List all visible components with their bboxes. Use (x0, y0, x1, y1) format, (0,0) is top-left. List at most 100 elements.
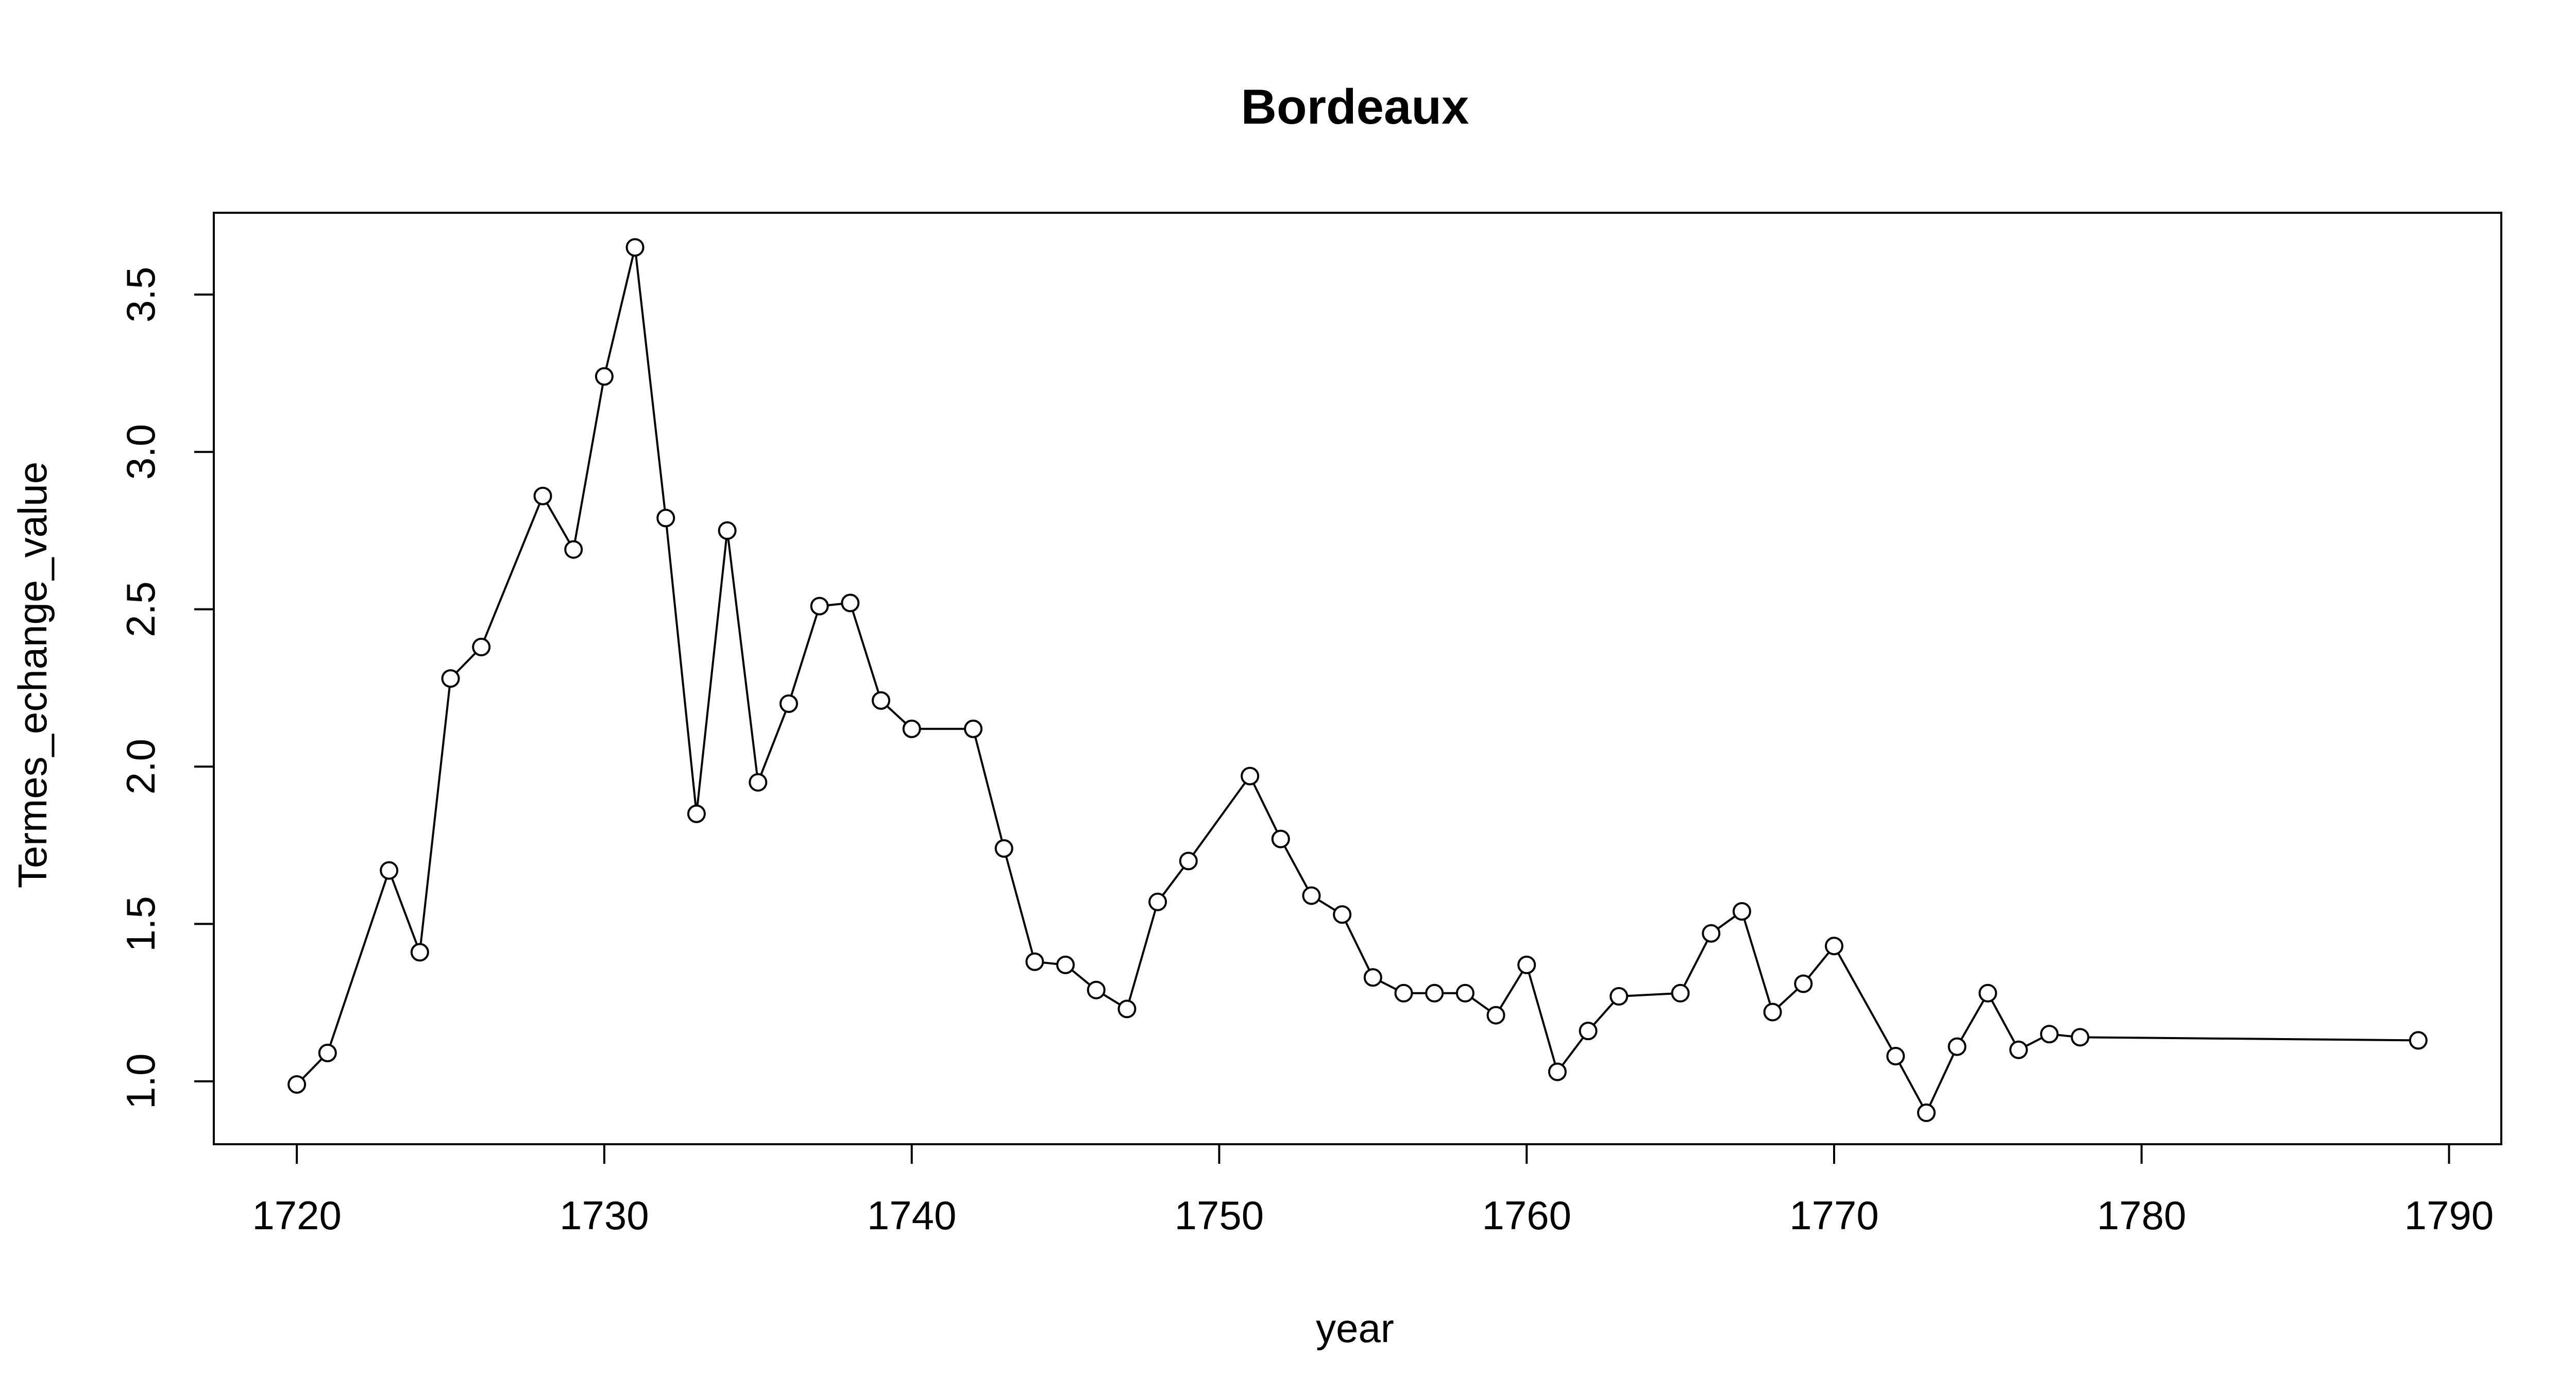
series-line-group (301, 255, 2410, 1106)
series-line-segment (1561, 1037, 1584, 1066)
series-line-segment (1960, 999, 1985, 1040)
series-line-segment (1103, 993, 1121, 1006)
series-line-segment (1005, 856, 1034, 954)
series-line-segment (301, 1058, 323, 1079)
series-line-segment (665, 526, 697, 806)
series-line-segment (760, 711, 787, 775)
data-point (841, 593, 860, 613)
data-point (656, 508, 675, 528)
series-line-segment (2057, 1033, 2072, 1038)
data-point (2009, 1040, 2028, 1059)
series-line-segment (1192, 782, 1246, 855)
data-point (718, 521, 737, 540)
data-point (1794, 974, 1813, 993)
series-line-segment (1162, 867, 1184, 896)
series-line-segment (1627, 992, 1672, 997)
data-point (2040, 1025, 2059, 1044)
data-point (1025, 952, 1044, 971)
series-line-segment (1778, 988, 1798, 1008)
data-point (472, 637, 491, 656)
series-line-segment (605, 255, 634, 369)
data-point (902, 719, 921, 738)
y-axis: 1.0 1.5 2.0 2.5 3.0 3.5 (118, 267, 215, 1109)
x-tick-label: 1730 (560, 1193, 649, 1238)
data-point (994, 839, 1013, 858)
series-points-group (287, 238, 2428, 1122)
data-point (872, 691, 890, 710)
series-line-segment (1499, 971, 1523, 1009)
data-point (1087, 980, 1106, 999)
data-point (1517, 955, 1536, 974)
series-line-segment (974, 736, 1003, 841)
x-tick-label: 1760 (1482, 1193, 1571, 1238)
data-point (2409, 1031, 2428, 1050)
y-tick-label: 3.0 (118, 424, 163, 480)
series-line-segment (1743, 919, 1771, 1005)
data-point (595, 367, 614, 386)
series-line-segment (790, 614, 818, 697)
x-tick-label: 1770 (1789, 1193, 1879, 1238)
data-point (1363, 968, 1382, 987)
data-point (1671, 983, 1690, 1003)
data-point (1056, 955, 1075, 974)
data-point (1886, 1046, 1905, 1065)
data-point (1302, 886, 1321, 905)
data-point (749, 773, 768, 792)
series-line-segment (886, 705, 907, 724)
data-point (1241, 767, 1260, 786)
y-tick-label: 1.5 (118, 896, 163, 952)
series-line-segment (727, 538, 758, 774)
plot-frame (213, 212, 2502, 1145)
data-point (1333, 905, 1352, 924)
series-line-segment (696, 538, 727, 806)
series-line-segment (1807, 952, 1830, 978)
series-line-segment (1991, 999, 2016, 1043)
series-line-segment (455, 652, 477, 673)
series-line-segment (1283, 845, 1309, 889)
x-tick-label: 1750 (1175, 1193, 1264, 1238)
data-point (625, 238, 645, 257)
data-point (1702, 924, 1721, 943)
series-line-segment (635, 255, 666, 510)
x-tick-label: 1740 (867, 1193, 957, 1238)
series-line-segment (329, 878, 387, 1046)
series-line-segment (1592, 1002, 1615, 1026)
data-point (533, 486, 552, 505)
series-line-segment (546, 502, 570, 543)
series-line-segment (1471, 997, 1490, 1011)
data-point (964, 719, 983, 738)
data-point (564, 540, 583, 559)
series-line-segment (1071, 969, 1091, 986)
data-point (810, 597, 829, 616)
data-point (1271, 829, 1290, 849)
data-point (1579, 1022, 1598, 1041)
data-point (1947, 1037, 1967, 1056)
series-line-segment (1043, 961, 1058, 965)
series-line-segment (827, 603, 842, 606)
series-line-segment (419, 686, 451, 944)
series-line-segment (1318, 899, 1336, 911)
data-point (1455, 983, 1475, 1003)
data-point (1763, 1003, 1782, 1022)
data-point (1548, 1062, 1567, 1081)
data-point (441, 669, 460, 688)
data-point (287, 1075, 307, 1094)
x-tick-label: 1780 (2097, 1193, 2187, 1238)
series-line-segment (1717, 915, 1736, 930)
series-line-segment (2088, 1036, 2410, 1042)
data-point (1394, 983, 1413, 1003)
x-tick-label: 1790 (2404, 1193, 2494, 1238)
data-point (1425, 983, 1444, 1003)
data-point (1732, 902, 1751, 921)
data-point (1486, 1006, 1505, 1025)
data-point (410, 943, 429, 962)
chart-title: Bordeaux (1241, 79, 1469, 134)
series-line-segment (1528, 972, 1556, 1064)
data-point (1825, 937, 1843, 956)
x-tick-label: 1720 (252, 1193, 342, 1238)
y-axis-title: Termes_echange_value (10, 462, 55, 888)
series-line-segment (852, 610, 880, 693)
y-tick-label: 3.5 (118, 267, 163, 323)
series-line-segment (391, 877, 418, 945)
data-point (1179, 852, 1198, 871)
